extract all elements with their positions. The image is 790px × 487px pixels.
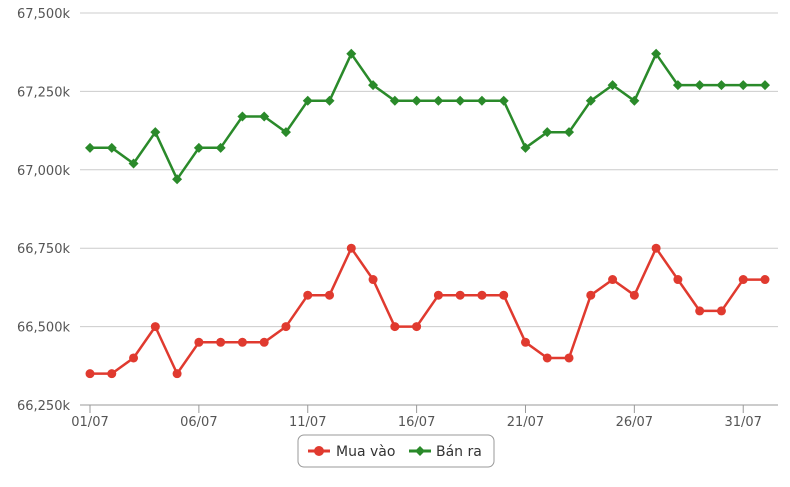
data-point[interactable] (193, 142, 204, 153)
data-point[interactable] (280, 127, 291, 138)
data-point[interactable] (215, 142, 226, 153)
data-point[interactable] (586, 290, 596, 300)
data-point[interactable] (455, 95, 466, 106)
data-point[interactable] (760, 80, 770, 91)
data-point[interactable] (325, 290, 335, 300)
data-point[interactable] (738, 275, 748, 285)
data-point[interactable] (259, 111, 270, 122)
data-point[interactable] (760, 275, 770, 285)
data-point[interactable] (106, 142, 117, 153)
data-point[interactable] (129, 353, 139, 363)
x-tick-label: 26/07 (616, 415, 653, 430)
data-point[interactable] (476, 95, 487, 106)
data-point[interactable] (564, 353, 574, 363)
series-line (90, 246, 765, 375)
data-point[interactable] (673, 275, 683, 285)
legend: Mua vào Bán ra (297, 434, 495, 468)
data-point[interactable] (629, 95, 640, 106)
x-tick-label: 11/07 (289, 415, 326, 430)
data-point[interactable] (172, 369, 182, 379)
x-tick-label: 16/07 (398, 415, 435, 430)
data-point[interactable] (194, 337, 204, 347)
data-point[interactable] (85, 142, 95, 153)
y-tick-label: 67,000k (17, 164, 70, 179)
series-line (90, 52, 765, 181)
data-point[interactable] (346, 243, 356, 253)
data-point[interactable] (150, 322, 160, 332)
data-point[interactable] (455, 290, 465, 300)
series-1 (85, 48, 770, 185)
data-point[interactable] (303, 290, 313, 300)
data-point[interactable] (172, 174, 183, 185)
x-tick-label: 01/07 (71, 415, 108, 430)
data-point[interactable] (389, 95, 400, 106)
data-point[interactable] (520, 142, 531, 153)
y-tick-label: 66,500k (17, 321, 70, 336)
data-point[interactable] (607, 80, 618, 91)
data-point[interactable] (542, 353, 552, 363)
x-tick-label: 06/07 (180, 415, 217, 430)
legend-box (297, 434, 495, 468)
data-point[interactable] (324, 95, 335, 106)
legend-marker-ban-ra (415, 446, 425, 456)
data-point[interactable] (520, 337, 530, 347)
data-point[interactable] (716, 306, 726, 316)
x-tick-label: 21/07 (507, 415, 544, 430)
grid-lines (80, 12, 778, 406)
data-point[interactable] (629, 290, 639, 300)
y-tick-label: 66,250k (17, 399, 70, 414)
data-point[interactable] (216, 337, 226, 347)
data-point[interactable] (411, 95, 422, 106)
data-point[interactable] (433, 290, 443, 300)
data-point[interactable] (368, 80, 379, 91)
data-point[interactable] (498, 95, 509, 106)
y-axis: 66,250k 66,500k 66,750k 67,000k 67,250k 67,50… (17, 7, 70, 414)
legend-label-ban-ra[interactable]: Bán ra (436, 444, 482, 460)
data-point[interactable] (738, 80, 749, 91)
data-point[interactable] (499, 290, 509, 300)
data-point[interactable] (716, 80, 727, 91)
y-tick-label: 67,500k (17, 7, 70, 22)
data-point[interactable] (477, 290, 487, 300)
data-point[interactable] (695, 306, 705, 316)
data-point[interactable] (281, 322, 291, 332)
data-point[interactable] (128, 158, 139, 169)
data-point[interactable] (150, 127, 161, 138)
data-point[interactable] (259, 337, 269, 347)
data-point[interactable] (390, 322, 400, 332)
y-tick-label: 67,250k (17, 85, 70, 100)
data-point[interactable] (608, 275, 618, 285)
y-tick-label: 66,750k (17, 242, 70, 257)
data-point[interactable] (564, 127, 575, 138)
data-point[interactable] (368, 275, 378, 285)
data-point[interactable] (302, 95, 313, 106)
data-point[interactable] (651, 243, 661, 253)
data-point[interactable] (651, 48, 662, 59)
x-axis: 01/07 06/07 11/07 16/07 21/07 26/07 31/07 (71, 404, 778, 430)
data-point[interactable] (237, 111, 248, 122)
data-point[interactable] (672, 80, 683, 91)
data-point[interactable] (542, 127, 553, 138)
legend-label-mua-vao[interactable]: Mua vào (336, 444, 395, 460)
data-point[interactable] (412, 322, 422, 332)
data-point[interactable] (85, 369, 95, 379)
data-point[interactable] (433, 95, 444, 106)
data-point[interactable] (585, 95, 596, 106)
data-point[interactable] (346, 48, 357, 59)
data-point[interactable] (237, 337, 247, 347)
data-point[interactable] (694, 80, 705, 91)
series-layer (85, 48, 770, 379)
legend-marker-mua-vao (314, 446, 324, 456)
x-tick-label: 31/07 (724, 415, 761, 430)
series-0 (85, 243, 770, 379)
data-point[interactable] (107, 369, 117, 379)
